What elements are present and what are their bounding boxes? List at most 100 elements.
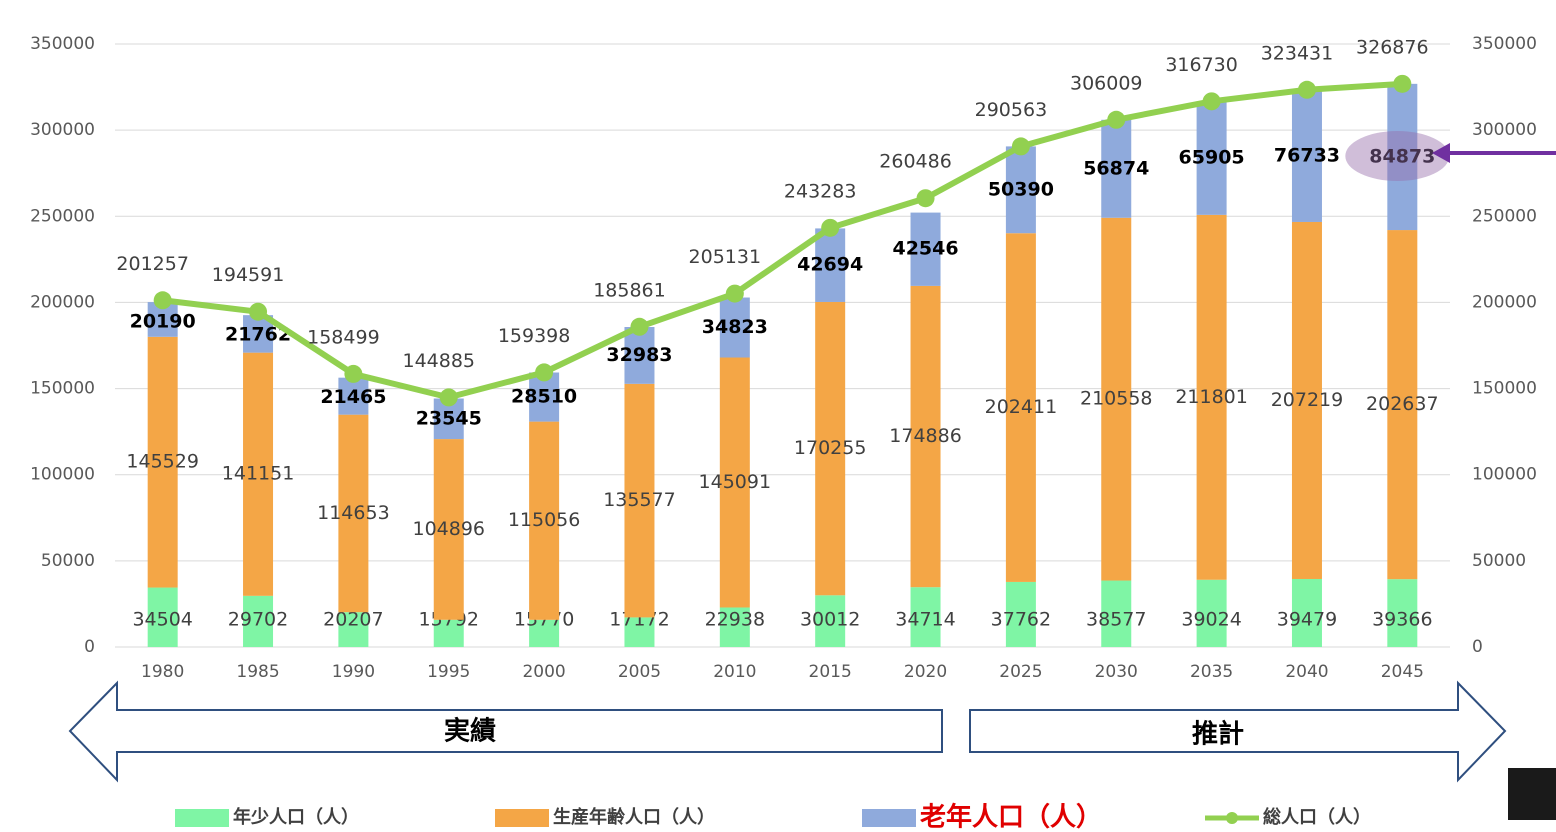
bar-segment — [1101, 217, 1132, 581]
data-label: 202411 — [985, 396, 1058, 418]
bar-segment — [338, 612, 369, 647]
logo — [1508, 768, 1556, 820]
bar-segment — [1196, 579, 1227, 647]
data-label: 28510 — [511, 386, 577, 408]
x-tick-label: 1990 — [332, 662, 375, 682]
data-label: 207219 — [1271, 389, 1344, 411]
line-point — [439, 388, 458, 407]
data-label: 76733 — [1274, 144, 1340, 166]
data-label: 23545 — [416, 407, 482, 429]
x-tick-label: 2015 — [809, 662, 852, 682]
data-label: 290563 — [975, 99, 1048, 121]
data-label: 65905 — [1179, 147, 1245, 169]
data-label: 39479 — [1277, 609, 1337, 631]
data-label: 34504 — [132, 609, 192, 631]
bar-segment — [1387, 230, 1418, 580]
bar-segment — [243, 595, 274, 647]
bar-segment — [1101, 580, 1132, 647]
x-tick-label: 2045 — [1381, 662, 1424, 682]
data-label: 37762 — [991, 609, 1051, 631]
line-point — [153, 291, 172, 310]
legend-label: 老年人口（人） — [920, 802, 1102, 832]
bar-segment — [433, 619, 464, 647]
data-label: 202637 — [1366, 393, 1439, 415]
y2-tick-label: 250000 — [1472, 206, 1537, 226]
data-label: 145091 — [699, 471, 772, 493]
data-label: 211801 — [1175, 386, 1248, 408]
bar-segment — [147, 336, 178, 588]
data-label: 17172 — [609, 609, 669, 631]
grid — [115, 43, 1450, 648]
data-label: 210558 — [1080, 388, 1153, 410]
bar-segment — [1387, 579, 1418, 647]
data-label: 135577 — [603, 489, 676, 511]
bar-segment — [1005, 581, 1036, 647]
bar-segment — [1291, 221, 1322, 579]
bar-segment — [1291, 89, 1322, 222]
line-point — [1011, 137, 1030, 156]
annotation: 実績 — [444, 716, 496, 747]
line-point — [344, 364, 363, 383]
legend-marker — [1226, 812, 1238, 824]
legend-label: 総人口（人） — [1263, 806, 1371, 828]
bar-segment — [529, 619, 560, 647]
line-point — [1393, 74, 1412, 93]
bar-segment — [529, 421, 560, 620]
x-tick-label: 2010 — [713, 662, 756, 682]
y2-tick-label: 100000 — [1472, 465, 1537, 485]
y2-tick-label: 200000 — [1472, 292, 1537, 312]
bar-segment — [147, 587, 178, 647]
data-label: 104896 — [412, 518, 485, 540]
y2-tick-label: 350000 — [1472, 34, 1537, 54]
bar-segment — [1291, 578, 1322, 647]
bar-segment — [815, 301, 846, 596]
data-label: 170255 — [794, 437, 867, 459]
data-label: 39366 — [1372, 609, 1432, 631]
y-tick-label: 300000 — [30, 120, 95, 140]
data-label: 39024 — [1181, 609, 1241, 631]
x-tick-label: 2000 — [522, 662, 565, 682]
bar-segment — [243, 352, 274, 596]
bar-segment — [1101, 119, 1132, 218]
data-label: 201257 — [116, 253, 189, 275]
bar-segment — [338, 414, 369, 613]
data-label: 50390 — [988, 178, 1054, 200]
data-label: 145529 — [126, 451, 199, 473]
data-label: 42694 — [797, 254, 863, 276]
x-tick-label: 2040 — [1285, 662, 1328, 682]
y-tick-label: 100000 — [30, 465, 95, 485]
bar-segment — [624, 383, 655, 618]
y2-tick-label: 50000 — [1472, 551, 1526, 571]
y-tick-label: 250000 — [30, 206, 95, 226]
data-label: 323431 — [1261, 42, 1334, 64]
data-label: 56874 — [1083, 157, 1149, 179]
legend-swatch — [862, 809, 916, 827]
bar-segment — [719, 607, 750, 647]
x-tick-label: 2005 — [618, 662, 661, 682]
data-label: 38577 — [1086, 609, 1146, 631]
x-tick-label: 1995 — [427, 662, 470, 682]
line-point — [249, 302, 268, 321]
line-point — [821, 218, 840, 237]
line — [162, 80, 1403, 401]
data-label: 32983 — [606, 344, 672, 366]
data-label: 34714 — [895, 609, 955, 631]
line-point — [1107, 110, 1126, 129]
y2-tick-label: 300000 — [1472, 120, 1537, 140]
bar-segment — [910, 212, 941, 286]
x-tick-label: 2030 — [1095, 662, 1138, 682]
line-point — [916, 189, 935, 208]
bar-segment — [1005, 146, 1036, 234]
data-label: 174886 — [889, 425, 962, 447]
y-tick-label: 200000 — [30, 292, 95, 312]
annotation: 推計 — [1192, 719, 1244, 750]
data-label: 30012 — [800, 609, 860, 631]
data-label: 326876 — [1356, 36, 1429, 58]
actual-arrow — [68, 680, 943, 783]
x-tick-label: 2035 — [1190, 662, 1233, 682]
bar-segment — [1005, 233, 1036, 582]
data-label: 185861 — [593, 279, 666, 301]
data-label: 316730 — [1165, 54, 1238, 76]
y-tick-label: 150000 — [30, 379, 95, 399]
